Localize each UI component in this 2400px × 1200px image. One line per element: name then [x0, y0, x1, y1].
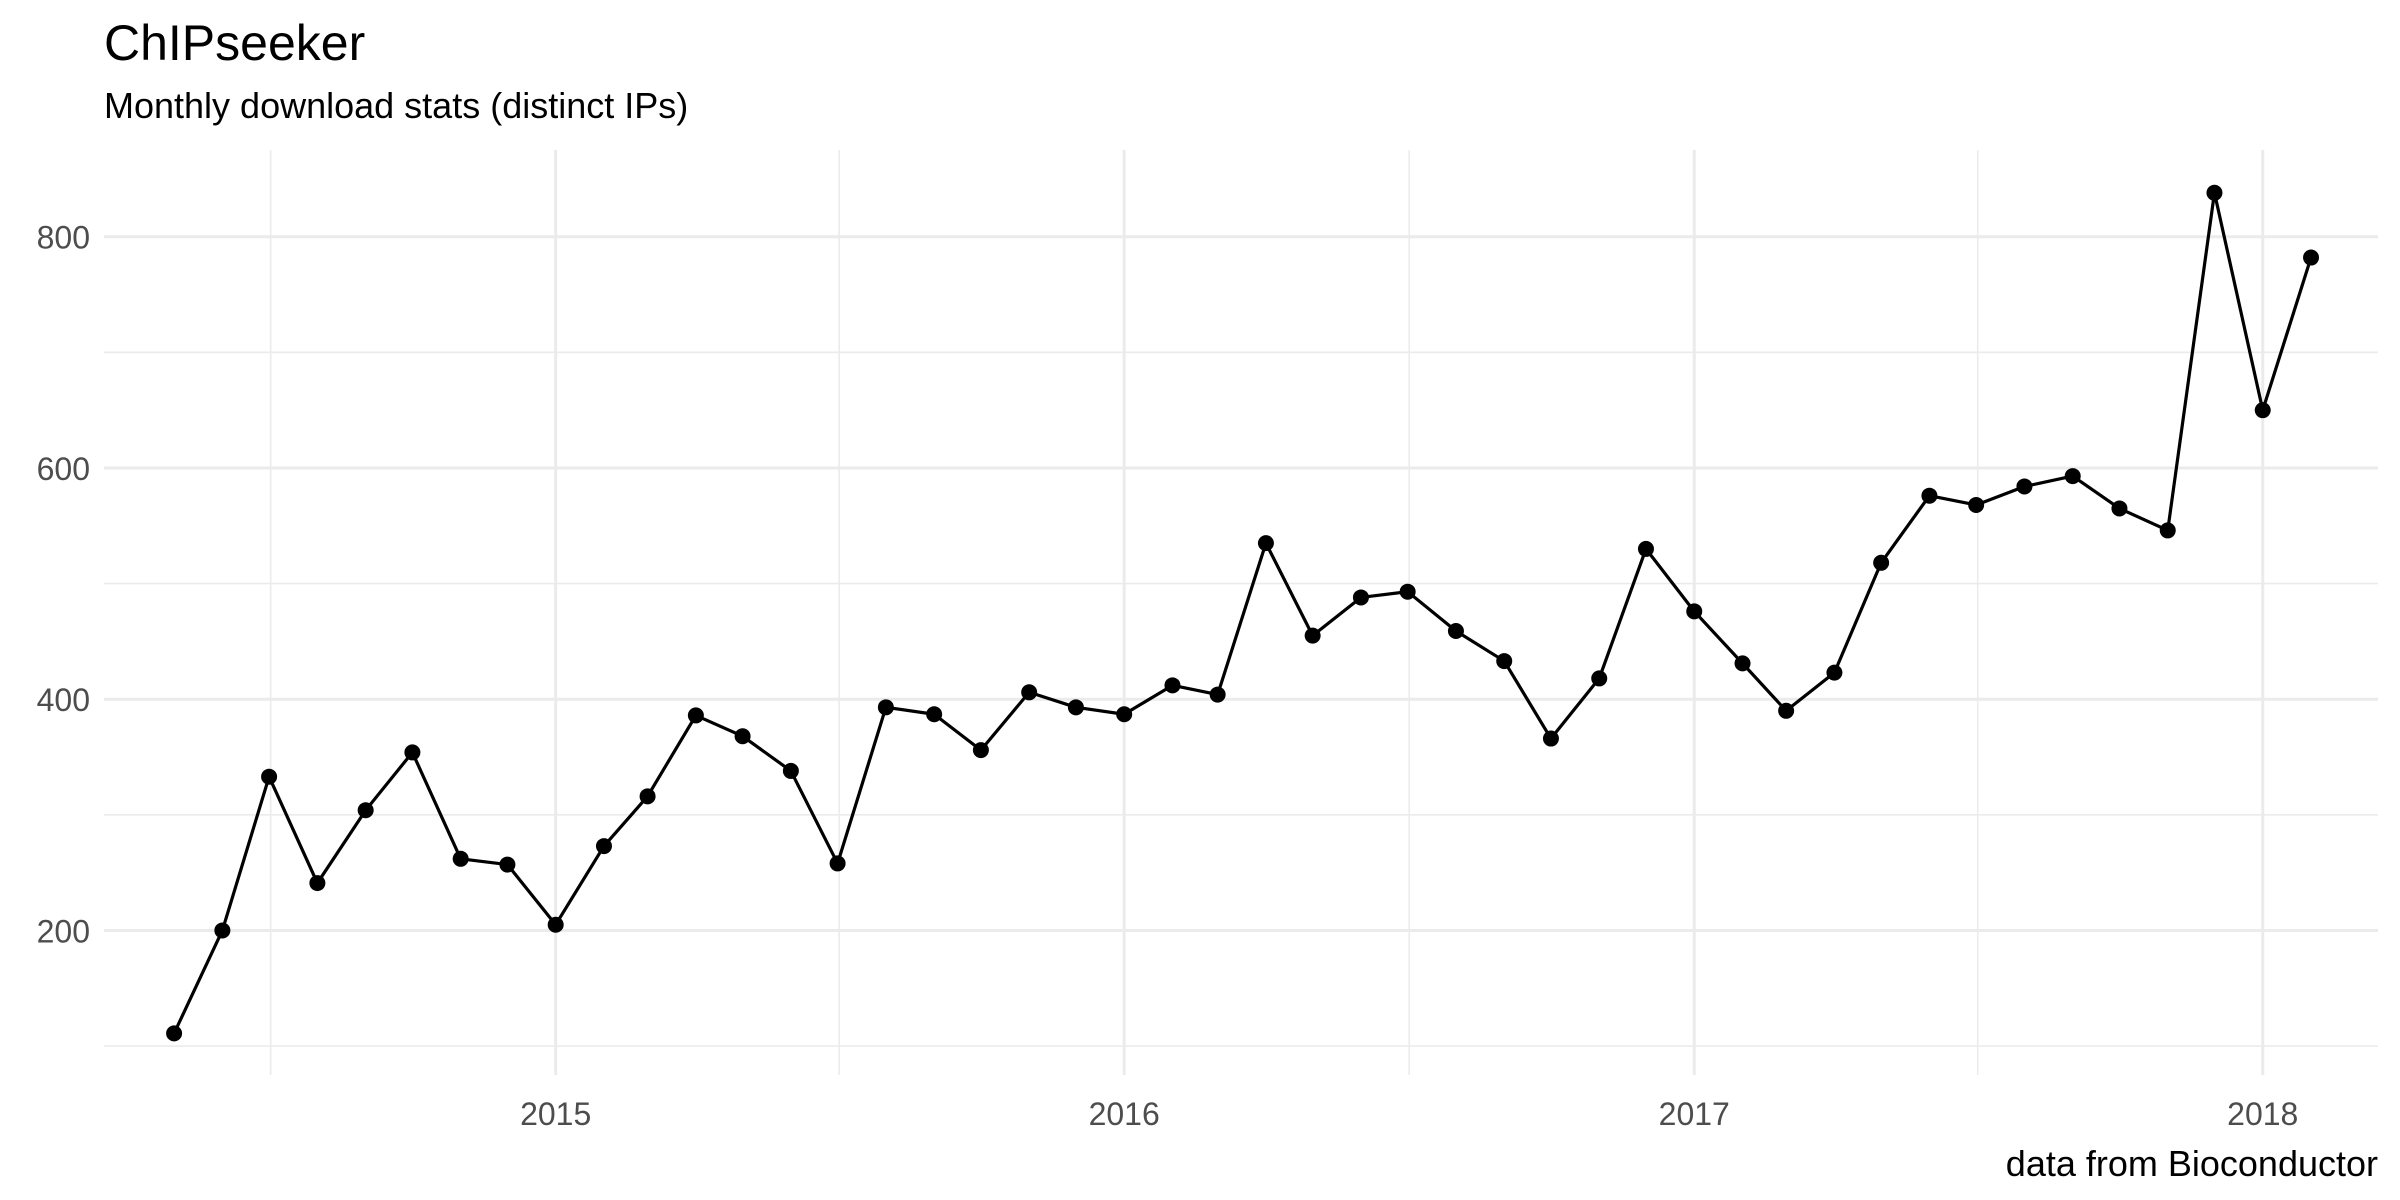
data-point — [782, 762, 799, 779]
data-point — [687, 707, 704, 724]
data-point — [595, 838, 612, 855]
data-point — [1968, 496, 1985, 513]
data-point — [2111, 500, 2128, 517]
data-point — [1021, 684, 1038, 701]
data-point — [499, 856, 516, 873]
data-point — [1826, 664, 1843, 681]
data-point — [214, 922, 231, 939]
x-tick-label: 2015 — [520, 1096, 591, 1132]
data-point — [261, 768, 278, 785]
data-point — [1116, 706, 1133, 723]
y-tick-label: 400 — [37, 682, 90, 718]
data-point — [877, 699, 894, 716]
data-point — [547, 916, 564, 933]
data-point — [1542, 730, 1559, 747]
data-point — [1591, 670, 1608, 687]
data-point — [1778, 702, 1795, 719]
data-point — [972, 742, 989, 759]
y-tick-label: 600 — [37, 451, 90, 487]
data-point — [1921, 487, 1938, 504]
data-point — [926, 706, 943, 723]
data-point — [1873, 554, 1890, 571]
data-point — [829, 855, 846, 872]
data-point — [357, 802, 374, 819]
x-tick-label: 2016 — [1089, 1096, 1160, 1132]
major-gridlines — [104, 150, 2378, 1075]
data-point — [2159, 522, 2176, 539]
data-point — [1734, 655, 1751, 672]
data-point — [1686, 603, 1703, 620]
data-point — [1209, 686, 1226, 703]
data-point — [2016, 478, 2033, 495]
data-point — [1257, 535, 1274, 552]
chart-title: ChIPseeker — [104, 15, 365, 71]
data-point — [2254, 402, 2271, 419]
data-point — [1637, 540, 1654, 557]
data-point — [404, 744, 421, 761]
data-point — [1164, 677, 1181, 694]
chart-caption: data from Bioconductor — [2006, 1143, 2378, 1184]
x-axis-ticks: 2015 2016 2017 2018 — [520, 1096, 2298, 1132]
data-point — [309, 875, 326, 892]
data-point — [1399, 583, 1416, 600]
data-point — [2206, 184, 2223, 201]
data-point — [734, 728, 751, 745]
data-point — [2303, 249, 2320, 266]
chart-subtitle: Monthly download stats (distinct IPs) — [104, 85, 688, 126]
data-point — [1352, 589, 1369, 606]
data-point — [1067, 699, 1084, 716]
data-point — [452, 850, 469, 867]
data-point — [2064, 468, 2081, 485]
series-line — [172, 191, 2313, 1035]
data-point — [166, 1025, 183, 1042]
minor-gridlines — [104, 150, 2378, 1075]
y-tick-label: 800 — [37, 220, 90, 256]
data-point — [1447, 623, 1464, 639]
y-axis-ticks: 200 400 600 800 — [37, 220, 90, 950]
series-layer — [166, 184, 2320, 1042]
x-tick-label: 2018 — [2227, 1096, 2298, 1132]
data-point — [1496, 653, 1513, 670]
data-point — [1304, 627, 1321, 644]
y-tick-label: 200 — [37, 913, 90, 949]
data-point — [639, 788, 656, 805]
x-tick-label: 2017 — [1659, 1096, 1730, 1132]
